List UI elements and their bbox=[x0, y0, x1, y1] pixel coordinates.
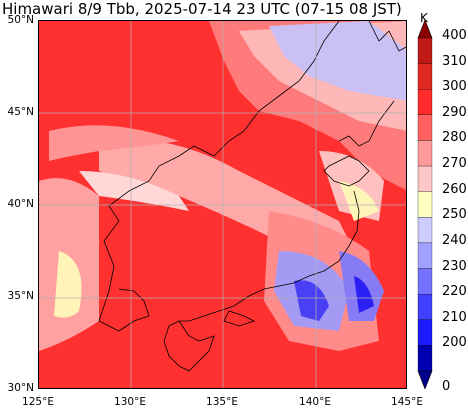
lat-label: 45°N bbox=[7, 106, 34, 118]
cloud-layer bbox=[39, 21, 406, 351]
lat-label: 50°N bbox=[7, 14, 34, 26]
colorbar-segment bbox=[417, 89, 433, 115]
colorbar-segment bbox=[417, 191, 433, 218]
lon-label: 135°E bbox=[206, 396, 238, 408]
colorbar-label: 210 bbox=[442, 309, 467, 325]
colorbar-segment bbox=[417, 165, 433, 192]
colorbar-label: 200 bbox=[442, 335, 467, 351]
lon-label: 145°E bbox=[391, 396, 423, 408]
colorbar-label: 300 bbox=[442, 79, 467, 95]
map-canvas bbox=[39, 21, 406, 388]
colorbar-label: 250 bbox=[442, 207, 467, 223]
colorbar-segment bbox=[417, 37, 433, 64]
colorbar-label: 220 bbox=[442, 284, 467, 300]
colorbar-segment bbox=[417, 217, 433, 244]
satellite-map bbox=[38, 20, 407, 389]
colorbar-label: 270 bbox=[442, 156, 467, 172]
colorbar-label: 310 bbox=[442, 53, 467, 69]
coastlines bbox=[98, 21, 406, 372]
colorbar-segment bbox=[417, 140, 433, 167]
colorbar-segment bbox=[417, 242, 433, 269]
colorbar-segment bbox=[417, 319, 433, 346]
colorbar-segment bbox=[417, 345, 433, 372]
lon-label: 130°E bbox=[114, 396, 146, 408]
colorbar-segment bbox=[417, 268, 433, 295]
colorbar-label: 280 bbox=[442, 130, 467, 146]
colorbar-label: 0 bbox=[442, 379, 451, 394]
colorbar-segment bbox=[417, 114, 433, 141]
lon-label: 125°E bbox=[22, 396, 54, 408]
map-title: Himawari 8/9 Tbb, 2025-07-14 23 UTC (07-… bbox=[2, 0, 402, 18]
lat-label: 40°N bbox=[7, 198, 34, 210]
colorbar-label: 240 bbox=[442, 232, 467, 248]
colorbar-label: 400 bbox=[442, 28, 467, 43]
lat-label: 30°N bbox=[7, 382, 34, 394]
colorbar-label: 290 bbox=[442, 104, 467, 120]
colorbar-segment bbox=[417, 294, 433, 320]
graticule bbox=[39, 21, 406, 388]
colorbar-label: 230 bbox=[442, 258, 467, 274]
colorbar-label: 260 bbox=[442, 181, 467, 197]
lat-label: 35°N bbox=[7, 290, 34, 302]
colorbar bbox=[417, 20, 433, 389]
lon-label: 140°E bbox=[299, 396, 331, 408]
colorbar-unit: K bbox=[420, 11, 428, 25]
colorbar-segment bbox=[417, 63, 433, 90]
